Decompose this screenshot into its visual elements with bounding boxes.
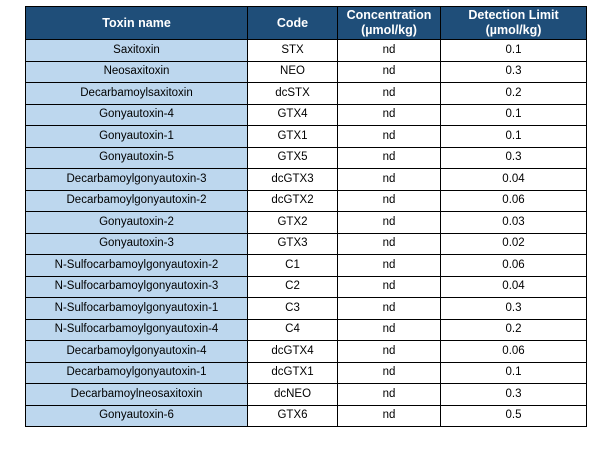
cell-detection-limit: 0.02 — [440, 232, 587, 255]
table-row: Decarbamoylneosaxitoxin dcNEO nd 0.3 — [25, 383, 587, 406]
cell-detection-limit: 0.3 — [440, 297, 587, 320]
cell-detection-limit: 0.3 — [440, 146, 587, 169]
cell-name: Decarbamoylgonyautoxin-2 — [25, 189, 248, 212]
cell-code: STX — [247, 39, 338, 62]
table-row: N-Sulfocarbamoylgonyautoxin-2 C1 nd 0.06 — [25, 254, 587, 277]
cell-name: Gonyautoxin-4 — [25, 103, 248, 126]
cell-name: N-Sulfocarbamoylgonyautoxin-4 — [25, 318, 248, 341]
cell-concentration: nd — [337, 340, 441, 363]
cell-concentration: nd — [337, 189, 441, 212]
cell-concentration: nd — [337, 297, 441, 320]
cell-detection-limit: 0.2 — [440, 82, 587, 105]
cell-detection-limit: 0.5 — [440, 404, 587, 427]
table-row: Gonyautoxin-4 GTX4 nd 0.1 — [25, 103, 587, 126]
cell-concentration: nd — [337, 60, 441, 83]
cell-code: C1 — [247, 254, 338, 277]
column-header-concentration: Concentration (µmol/kg) — [337, 6, 441, 40]
cell-detection-limit: 0.1 — [440, 103, 587, 126]
cell-code: C2 — [247, 275, 338, 298]
cell-code: GTX1 — [247, 125, 338, 148]
cell-code: GTX2 — [247, 211, 338, 234]
table-row: N-Sulfocarbamoylgonyautoxin-3 C2 nd 0.04 — [25, 275, 587, 298]
cell-name: Decarbamoylgonyautoxin-1 — [25, 361, 248, 384]
table-row: Saxitoxin STX nd 0.1 — [25, 39, 587, 62]
cell-concentration: nd — [337, 318, 441, 341]
table-row: Gonyautoxin-6 GTX6 nd 0.5 — [25, 404, 587, 427]
cell-code: dcNEO — [247, 383, 338, 406]
cell-concentration: nd — [337, 383, 441, 406]
cell-name: Decarbamoylneosaxitoxin — [25, 383, 248, 406]
table-row: Decarbamoylsaxitoxin dcSTX nd 0.2 — [25, 82, 587, 105]
cell-code: dcGTX2 — [247, 189, 338, 212]
cell-detection-limit: 0.06 — [440, 189, 587, 212]
cell-code: dcGTX3 — [247, 168, 338, 191]
table-row: Decarbamoylgonyautoxin-3 dcGTX3 nd 0.04 — [25, 168, 587, 191]
table-row: N-Sulfocarbamoylgonyautoxin-1 C3 nd 0.3 — [25, 297, 587, 320]
cell-concentration: nd — [337, 168, 441, 191]
cell-name: Gonyautoxin-5 — [25, 146, 248, 169]
cell-name: N-Sulfocarbamoylgonyautoxin-3 — [25, 275, 248, 298]
cell-detection-limit: 0.1 — [440, 125, 587, 148]
cell-code: C4 — [247, 318, 338, 341]
cell-concentration: nd — [337, 103, 441, 126]
cell-concentration: nd — [337, 254, 441, 277]
cell-code: dcGTX4 — [247, 340, 338, 363]
cell-detection-limit: 0.1 — [440, 361, 587, 384]
cell-name: Decarbamoylgonyautoxin-3 — [25, 168, 248, 191]
cell-concentration: nd — [337, 146, 441, 169]
table-row: Gonyautoxin-1 GTX1 nd 0.1 — [25, 125, 587, 148]
table-row: Gonyautoxin-2 GTX2 nd 0.03 — [25, 211, 587, 234]
cell-concentration: nd — [337, 232, 441, 255]
cell-name: Gonyautoxin-3 — [25, 232, 248, 255]
cell-code: dcGTX1 — [247, 361, 338, 384]
table-body: Saxitoxin STX nd 0.1 Neosaxitoxin NEO nd 0.3 Dec… — [25, 39, 587, 427]
cell-name: Gonyautoxin-1 — [25, 125, 248, 148]
cell-detection-limit: 0.06 — [440, 340, 587, 363]
cell-detection-limit: 0.3 — [440, 383, 587, 406]
cell-name: Gonyautoxin-6 — [25, 404, 248, 427]
cell-detection-limit: 0.06 — [440, 254, 587, 277]
table-row: Gonyautoxin-5 GTX5 nd 0.3 — [25, 146, 587, 169]
cell-concentration: nd — [337, 211, 441, 234]
cell-name: N-Sulfocarbamoylgonyautoxin-2 — [25, 254, 248, 277]
table-row: Decarbamoylgonyautoxin-2 dcGTX2 nd 0.06 — [25, 189, 587, 212]
column-header-toxin-name: Toxin name — [25, 6, 248, 40]
cell-detection-limit: 0.2 — [440, 318, 587, 341]
cell-detection-limit: 0.03 — [440, 211, 587, 234]
cell-name: Saxitoxin — [25, 39, 248, 62]
cell-code: C3 — [247, 297, 338, 320]
cell-concentration: nd — [337, 39, 441, 62]
toxin-detection-table: Toxin name Code Concentration (µmol/kg) Det… — [25, 6, 587, 427]
cell-concentration: nd — [337, 404, 441, 427]
cell-name: Decarbamoylsaxitoxin — [25, 82, 248, 105]
table-header: Toxin name Code Concentration (µmol/kg) Det… — [25, 6, 587, 40]
cell-concentration: nd — [337, 125, 441, 148]
table-row: N-Sulfocarbamoylgonyautoxin-4 C4 nd 0.2 — [25, 318, 587, 341]
cell-detection-limit: 0.04 — [440, 275, 587, 298]
table-row: Neosaxitoxin NEO nd 0.3 — [25, 60, 587, 83]
cell-code: GTX6 — [247, 404, 338, 427]
cell-detection-limit: 0.3 — [440, 60, 587, 83]
cell-code: dcSTX — [247, 82, 338, 105]
cell-detection-limit: 0.1 — [440, 39, 587, 62]
table-row: Gonyautoxin-3 GTX3 nd 0.02 — [25, 232, 587, 255]
cell-concentration: nd — [337, 361, 441, 384]
cell-name: Neosaxitoxin — [25, 60, 248, 83]
table-row: Decarbamoylgonyautoxin-4 dcGTX4 nd 0.06 — [25, 340, 587, 363]
cell-concentration: nd — [337, 275, 441, 298]
cell-name: Decarbamoylgonyautoxin-4 — [25, 340, 248, 363]
cell-name: N-Sulfocarbamoylgonyautoxin-1 — [25, 297, 248, 320]
column-header-detection-limit: Detection Limit (µmol/kg) — [440, 6, 587, 40]
cell-code: GTX4 — [247, 103, 338, 126]
cell-code: GTX5 — [247, 146, 338, 169]
column-header-code: Code — [247, 6, 338, 40]
cell-concentration: nd — [337, 82, 441, 105]
table-header-row: Toxin name Code Concentration (µmol/kg) Det… — [25, 6, 587, 40]
table-row: Decarbamoylgonyautoxin-1 dcGTX1 nd 0.1 — [25, 361, 587, 384]
cell-detection-limit: 0.04 — [440, 168, 587, 191]
cell-code: NEO — [247, 60, 338, 83]
cell-name: Gonyautoxin-2 — [25, 211, 248, 234]
cell-code: GTX3 — [247, 232, 338, 255]
